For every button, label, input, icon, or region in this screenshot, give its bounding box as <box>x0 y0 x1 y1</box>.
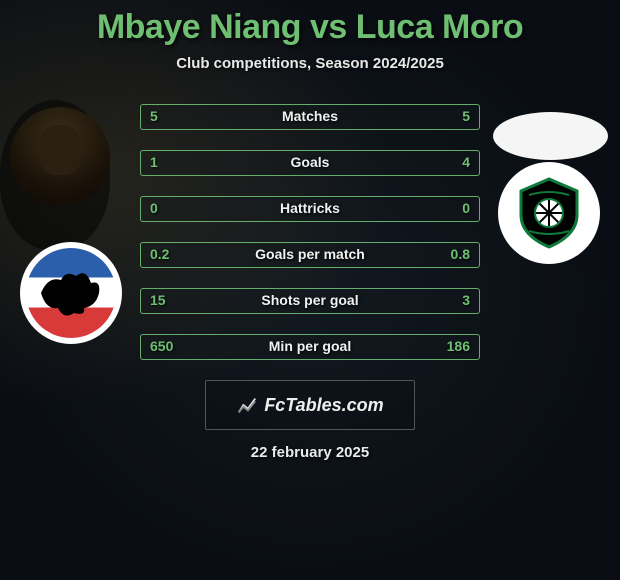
stat-row: 15 Shots per goal 3 <box>140 286 480 316</box>
chart-icon <box>236 394 258 416</box>
stat-label: Shots per goal <box>140 292 480 308</box>
date-label: 22 february 2025 <box>0 444 620 461</box>
stat-label: Goals <box>140 154 480 170</box>
sampdoria-crest-icon <box>36 258 106 328</box>
stat-label: Min per goal <box>140 338 480 354</box>
stat-right-value: 4 <box>462 154 470 170</box>
stat-right-value: 0 <box>462 200 470 216</box>
stat-row: 5 Matches 5 <box>140 102 480 132</box>
player-right-avatar-placeholder <box>493 112 608 160</box>
comparison-area: 5 Matches 5 1 Goals 4 0 Hattricks 0 0.2 … <box>0 102 620 461</box>
player-left-avatar <box>10 107 110 207</box>
stat-right-value: 5 <box>462 108 470 124</box>
sassuolo-crest-icon <box>509 173 589 253</box>
page-title: Mbaye Niang vs Luca Moro <box>0 0 620 47</box>
stat-right-value: 3 <box>462 292 470 308</box>
club-badge-right <box>498 162 600 264</box>
stat-right-value: 0.8 <box>451 246 470 262</box>
source-logo-box: FcTables.com <box>205 380 415 430</box>
source-logo-text: FcTables.com <box>264 395 383 416</box>
stat-label: Goals per match <box>140 246 480 262</box>
stats-table: 5 Matches 5 1 Goals 4 0 Hattricks 0 0.2 … <box>140 102 480 362</box>
club-badge-left <box>20 242 122 344</box>
stat-right-value: 186 <box>447 338 470 354</box>
stat-label: Hattricks <box>140 200 480 216</box>
stat-row: 0 Hattricks 0 <box>140 194 480 224</box>
stat-row: 650 Min per goal 186 <box>140 332 480 362</box>
stat-label: Matches <box>140 108 480 124</box>
page-subtitle: Club competitions, Season 2024/2025 <box>0 55 620 72</box>
stat-row: 0.2 Goals per match 0.8 <box>140 240 480 270</box>
stat-row: 1 Goals 4 <box>140 148 480 178</box>
